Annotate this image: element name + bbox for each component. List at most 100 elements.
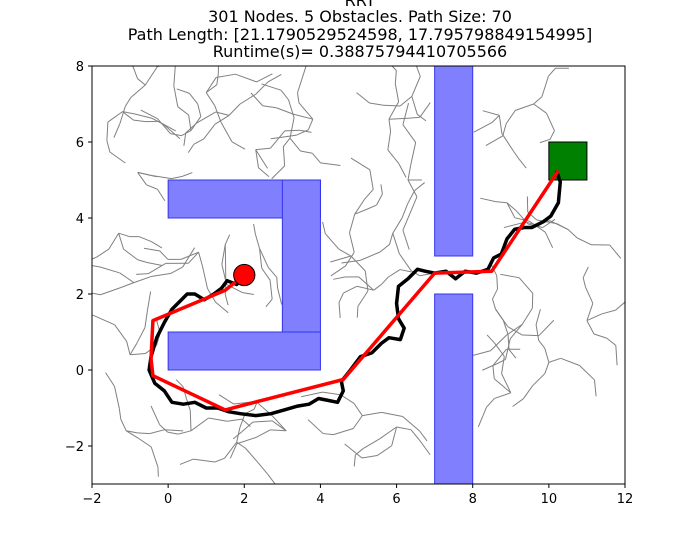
tree-edge-126 [198, 252, 204, 267]
tree-edge-22 [92, 256, 97, 260]
tree-edge-38 [170, 266, 183, 274]
tree-edge-104 [312, 152, 321, 164]
tree-edge-75 [173, 66, 176, 86]
tree-edge-377 [364, 189, 374, 200]
chart-title: RRT [345, 0, 376, 10]
tree-edge-357 [576, 237, 592, 246]
tree-edge-236 [379, 244, 390, 253]
tree-edge-383 [330, 265, 346, 277]
tree-edge-144 [253, 223, 256, 235]
tree-edge-81 [203, 123, 216, 140]
tree-edge-149 [259, 248, 269, 268]
tree-edge-298 [579, 365, 595, 381]
tree-edge-103 [300, 150, 313, 154]
tree-edge-207 [355, 448, 364, 456]
tree-edge-191 [323, 433, 334, 436]
tree-edge-324 [513, 150, 520, 160]
tree-edge-96 [255, 149, 268, 169]
tree-edge-183 [236, 436, 257, 445]
tree-edge-196 [419, 430, 428, 442]
tree-edge-73 [177, 106, 189, 116]
tree-edge-1 [106, 122, 109, 141]
obstacle-lower-wall [434, 293, 474, 484]
tree-edge-276 [508, 349, 517, 359]
tree-edge-147 [269, 280, 273, 300]
tree-edge-133 [143, 247, 160, 252]
tree-edge-17 [150, 174, 172, 180]
tree-edge-376 [354, 198, 366, 215]
tree-edge-225 [322, 221, 326, 234]
tree-edge-311 [486, 334, 495, 344]
tree-edge-94 [284, 129, 300, 132]
tree-edge-106 [289, 117, 295, 139]
tree-edge-359 [609, 244, 622, 259]
tree-edge-342 [495, 201, 508, 204]
tree-edge-240 [401, 203, 409, 219]
tree-edge-272 [416, 113, 427, 122]
x-tick-label-3: 4 [316, 492, 324, 507]
x-tick-label-7: 12 [617, 492, 634, 507]
tree-edge-363 [615, 345, 618, 366]
tree-edge-135 [221, 244, 226, 265]
tree-edge-193 [362, 411, 382, 417]
tree-edge-334 [533, 96, 543, 105]
tree-edge-124 [147, 262, 166, 275]
tree-edge-369 [601, 309, 616, 315]
tree-edge-211 [419, 440, 431, 456]
tree-edge-329 [539, 138, 551, 144]
tree-edge-24 [118, 232, 130, 238]
tree-edge-245 [411, 196, 418, 210]
tree-edge-161 [189, 410, 192, 431]
tree-edge-255 [391, 66, 397, 71]
tree-edge-252 [388, 101, 400, 120]
tree-edge-407 [113, 123, 121, 138]
tree-edge-300 [544, 348, 550, 363]
tree-edge-258 [387, 149, 400, 165]
tree-edge-88 [215, 111, 230, 116]
tree-edge-216 [356, 285, 374, 291]
axes: −2 0 2 4 6 8 10 12 −2 0 2 4 6 8 [65, 60, 633, 507]
tree-edge-323 [501, 133, 514, 152]
tree-edge-175 [257, 461, 268, 475]
tree-edge-198 [340, 394, 355, 404]
tree-edge-156 [150, 405, 161, 425]
tree-edge-98 [258, 167, 270, 177]
tree-edge-142 [224, 294, 229, 306]
tree-edge-30 [137, 259, 148, 264]
tree-edge-373 [366, 204, 377, 210]
tree-edge-16 [137, 171, 152, 176]
tree-edge-228 [357, 290, 369, 307]
tree-edge-4 [122, 111, 134, 121]
tree-edge-204 [344, 443, 363, 459]
tree-edge-303 [535, 309, 541, 325]
tree-edge-11 [163, 124, 181, 140]
tree-edge-111 [296, 129, 309, 136]
tree-edge-26 [138, 236, 152, 243]
tree-edge-405 [124, 97, 132, 107]
y-tick-label-3: 4 [76, 212, 84, 227]
tree-edge-112 [280, 134, 297, 138]
tree-edge-251 [402, 103, 410, 125]
tree-edge-361 [593, 333, 607, 339]
tree-edge-205 [379, 426, 397, 440]
tree-edge-259 [398, 163, 407, 178]
tree-edge-41 [99, 266, 120, 274]
tree-edge-406 [119, 106, 126, 125]
tree-edge-54 [144, 309, 149, 328]
tree-edge-306 [522, 385, 533, 400]
tree-edge-364 [586, 303, 594, 321]
tree-edge-52 [129, 343, 138, 356]
tree-edge-177 [272, 420, 287, 432]
tree-edge-356 [567, 229, 578, 239]
tree-edge-241 [407, 190, 416, 205]
tree-edge-2 [106, 140, 111, 153]
tree-edge-330 [515, 103, 534, 111]
tree-edge-380 [349, 214, 356, 234]
tree-edge-90 [185, 122, 198, 134]
tree-edge-101 [271, 165, 285, 180]
tree-edge-218 [338, 292, 344, 303]
tree-edge-246 [402, 209, 413, 231]
tree-edge-396 [144, 66, 158, 86]
tree-edge-312 [493, 378, 512, 394]
tree-edge-332 [502, 123, 507, 137]
